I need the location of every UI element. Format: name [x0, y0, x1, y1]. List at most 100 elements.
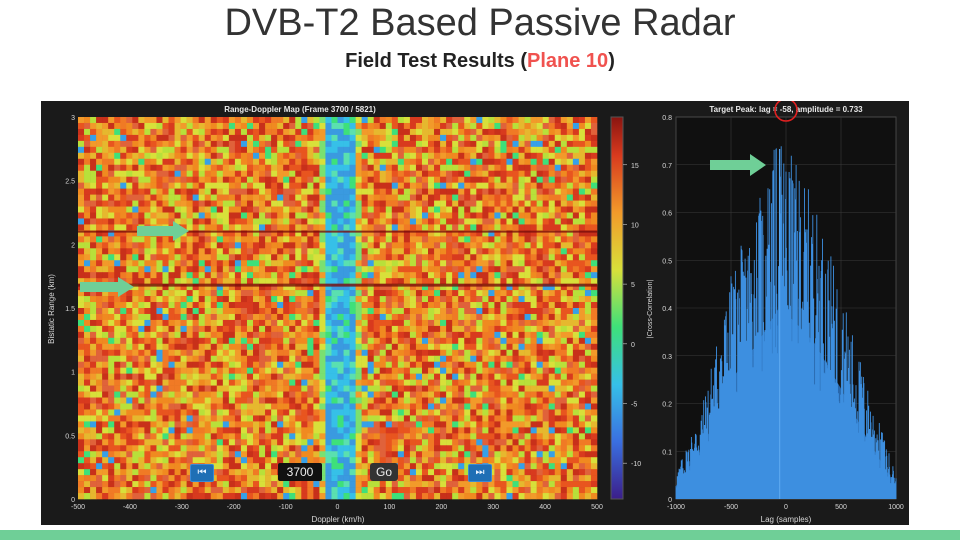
- heatmap-cell: [500, 319, 507, 327]
- heatmap-cell: [162, 236, 169, 243]
- heatmap-cell: [307, 409, 314, 416]
- heatmap-cell: [289, 218, 296, 225]
- heatmap-cell: [102, 403, 109, 410]
- heatmap-cell: [108, 427, 115, 434]
- heatmap-cell: [150, 242, 157, 249]
- heatmap-cell: [144, 176, 151, 183]
- heatmap-cell: [228, 140, 236, 148]
- heatmap-cell: [319, 284, 326, 291]
- heatmap-cell: [138, 140, 145, 148]
- heatmap-cell: [355, 451, 362, 458]
- heatmap-cell: [126, 200, 133, 207]
- heatmap-cell: [494, 254, 501, 261]
- heatmap-cell: [210, 403, 218, 410]
- heatmap-cell: [524, 415, 531, 422]
- heatmap-cell: [476, 122, 483, 130]
- heatmap-cell: [397, 457, 405, 464]
- heatmap-cell: [307, 134, 314, 142]
- heatmap-cell: [578, 242, 586, 249]
- heatmap-cell: [470, 421, 477, 428]
- heatmap-cell: [313, 308, 320, 315]
- heatmap-cell: [319, 445, 326, 452]
- heatmap-cell: [385, 152, 393, 160]
- heatmap-cell: [228, 206, 236, 213]
- heatmap-cell: [259, 230, 266, 237]
- heatmap-cell: [476, 158, 483, 166]
- heatmap-cell: [464, 361, 471, 368]
- heatmap-cell: [78, 230, 85, 237]
- heatmap-cell: [277, 254, 284, 261]
- heatmap-cell: [397, 379, 405, 386]
- heatmap-cell: [536, 427, 543, 434]
- heatmap-cell: [313, 194, 320, 201]
- heatmap-cell: [530, 433, 537, 440]
- heatmap-cell: [108, 242, 115, 249]
- heatmap-cell: [253, 355, 260, 363]
- heatmap-cell: [403, 164, 411, 172]
- heatmap-cell: [216, 200, 224, 207]
- heatmap-cell: [240, 331, 248, 339]
- heatmap-cell: [349, 254, 356, 261]
- heatmap-cell: [446, 182, 453, 189]
- heatmap-cell: [168, 248, 175, 255]
- heatmap-cell: [216, 260, 224, 267]
- heatmap-cell: [234, 421, 242, 428]
- heatmap-cell: [138, 403, 145, 410]
- heatmap-cell: [319, 266, 326, 273]
- heatmap-cell: [367, 367, 374, 374]
- heatmap-cell: [246, 373, 254, 380]
- heatmap-cell: [452, 325, 459, 333]
- heatmap-cell: [385, 409, 393, 416]
- heatmap-cell: [84, 349, 91, 357]
- heatmap-cell: [192, 308, 199, 315]
- heatmap-cell: [440, 433, 447, 440]
- heatmap-cell: [349, 361, 356, 368]
- heatmap-cell: [373, 128, 381, 136]
- heatmap-cell: [379, 188, 387, 195]
- heatmap-cell: [265, 385, 272, 392]
- heatmap-cell: [415, 260, 423, 267]
- heatmap-cell: [548, 170, 556, 177]
- heatmap-cell: [343, 445, 350, 452]
- heatmap-cell: [500, 146, 507, 154]
- heatmap-cell: [265, 355, 272, 363]
- heatmap-cell: [307, 230, 314, 237]
- heatmap-cell: [488, 158, 495, 166]
- heatmap-cell: [144, 415, 151, 422]
- heatmap-cell: [198, 421, 206, 428]
- heatmap-cell: [313, 236, 320, 243]
- heatmap-cell: [373, 385, 381, 392]
- heatmap-cell: [452, 140, 459, 148]
- heatmap-cell: [277, 248, 284, 255]
- heatmap-cell: [198, 403, 206, 410]
- heatmap-cell: [476, 224, 483, 231]
- heatmap-cell: [385, 445, 393, 452]
- heatmap-cell: [78, 373, 85, 380]
- heatmap-cell: [488, 134, 495, 142]
- heatmap-cell: [415, 176, 423, 183]
- heatmap-cell: [518, 278, 525, 285]
- heatmap-cell: [379, 266, 387, 273]
- heatmap-cell: [440, 230, 447, 237]
- heatmap-cell: [566, 296, 574, 303]
- heatmap-cell: [367, 290, 374, 297]
- heatmap-cell: [295, 284, 302, 291]
- heatmap-cell: [114, 296, 121, 303]
- heatmap-cell: [524, 146, 531, 154]
- heatmap-cell: [180, 296, 187, 303]
- heatmap-cell: [295, 325, 302, 333]
- heatmap-cell: [506, 361, 513, 368]
- heatmap-cell: [120, 325, 127, 333]
- heatmap-cell: [446, 140, 453, 148]
- heatmap-cell: [228, 379, 236, 386]
- heatmap-cell: [415, 343, 423, 351]
- heatmap-cell: [204, 373, 212, 380]
- heatmap-cell: [506, 188, 513, 195]
- heatmap-cell: [216, 272, 224, 279]
- heatmap-cell: [301, 331, 308, 339]
- heatmap-cell: [222, 242, 230, 249]
- heatmap-cell: [361, 343, 368, 351]
- heatmap-cell: [253, 373, 260, 380]
- heatmap-cell: [421, 188, 429, 195]
- heatmap-cell: [512, 260, 519, 267]
